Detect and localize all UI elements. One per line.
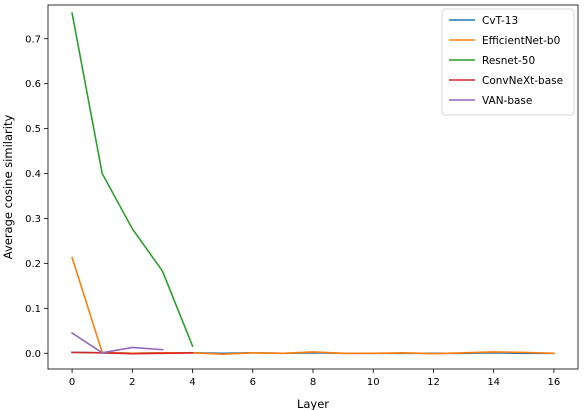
legend-frame xyxy=(441,8,575,116)
y-axis-label: Average cosine similarity xyxy=(1,115,15,260)
series-lines xyxy=(70,12,555,355)
y-tick-label: 0.3 xyxy=(25,214,41,225)
y-tick-label: 0.5 xyxy=(25,124,41,135)
legend-label-4: VAN-base xyxy=(482,95,532,107)
x-tick-label: 6 xyxy=(250,377,256,388)
x-tick-label: 10 xyxy=(367,377,380,388)
x-axis-label: Layer xyxy=(297,397,329,410)
x-tick-label: 16 xyxy=(548,377,561,388)
x-tick-label: 14 xyxy=(487,377,500,388)
legend-label-2: Resnet-50 xyxy=(482,55,535,67)
y-tick-label: 0.0 xyxy=(25,349,41,360)
y-tick-label: 0.2 xyxy=(25,259,41,270)
x-axis-ticks: 0 2 4 6 8 10 12 14 16 xyxy=(69,369,560,388)
x-tick-label: 2 xyxy=(129,377,135,388)
legend-label-0: CvT-13 xyxy=(482,15,518,27)
y-tick-label: 0.1 xyxy=(25,304,41,315)
y-tick-label: 0.7 xyxy=(25,34,41,45)
x-tick-label: 12 xyxy=(427,377,440,388)
x-tick-label: 8 xyxy=(310,377,316,388)
series-line-1 xyxy=(71,256,555,355)
x-tick-label: 0 xyxy=(69,377,75,388)
y-tick-label: 0.6 xyxy=(25,79,41,90)
y-axis-ticks: 0.0 0.1 0.2 0.3 0.4 0.5 0.6 0.7 xyxy=(25,34,48,360)
series-line-3 xyxy=(71,351,194,355)
legend-label-3: ConvNeXt-base xyxy=(482,75,563,87)
legend-label-1: EfficientNet-b0 xyxy=(482,35,560,47)
legend: CvT-13 EfficientNet-b0 Resnet-50 ConvNeXt-b… xyxy=(441,8,575,116)
x-tick-label: 4 xyxy=(189,377,195,388)
y-tick-label: 0.4 xyxy=(25,169,41,180)
series-line-2 xyxy=(71,12,194,348)
series-line-4 xyxy=(70,331,164,354)
